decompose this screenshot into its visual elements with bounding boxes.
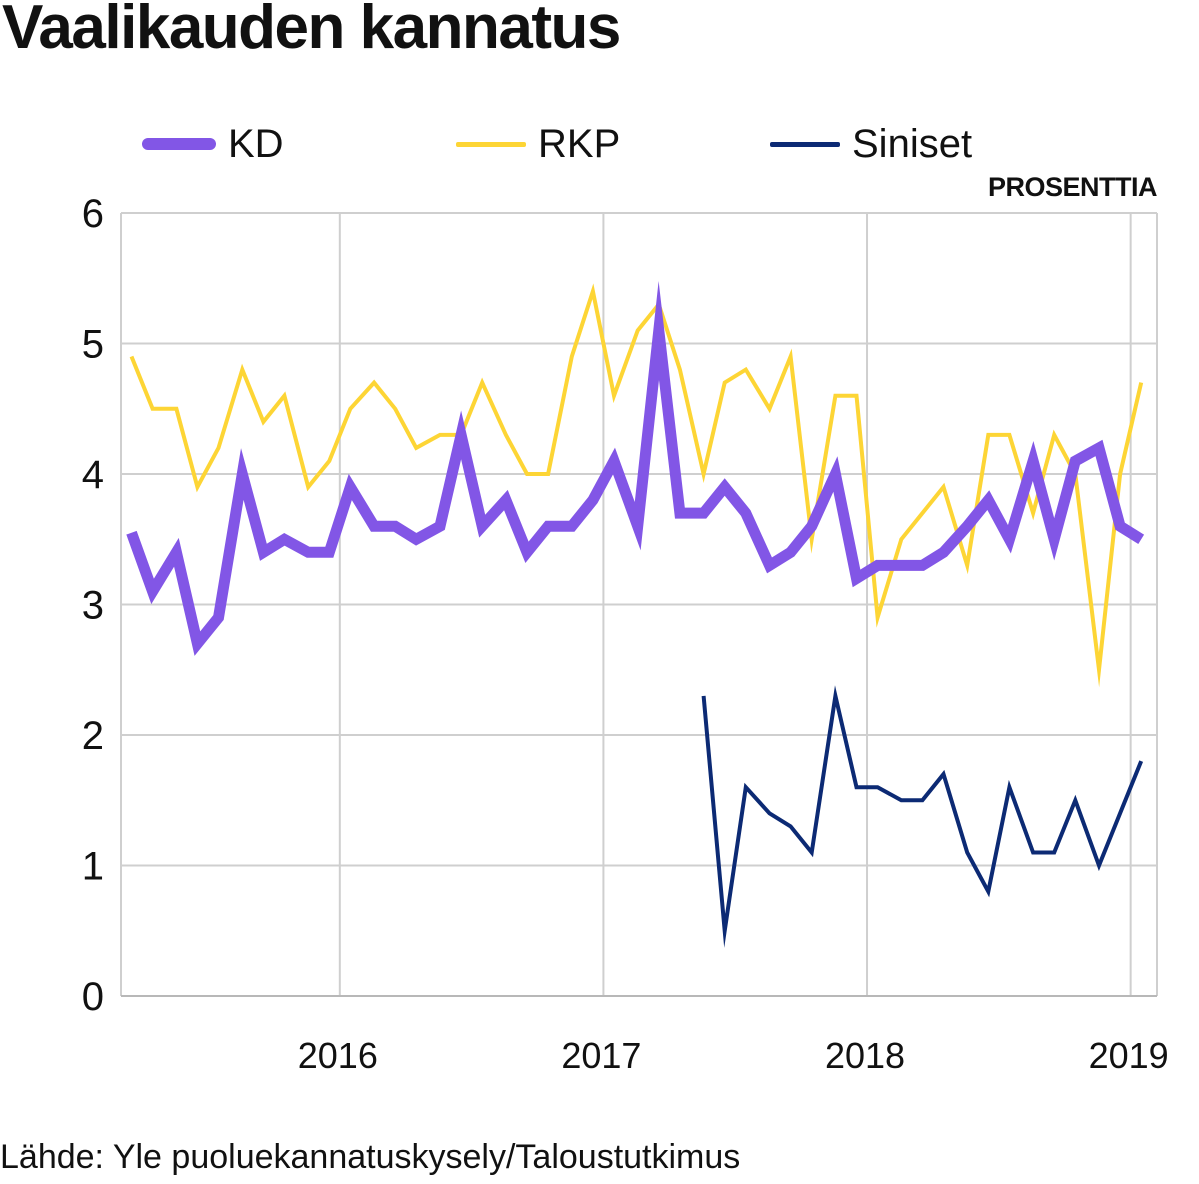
series-line-siniset xyxy=(701,685,1144,948)
x-tick-label-2016: 2016 xyxy=(298,1035,378,1076)
legend-label-siniset: Siniset xyxy=(852,121,973,166)
y-tick-label-1: 1 xyxy=(82,845,104,889)
legend-label-kd: KD xyxy=(228,121,284,166)
legend-item-kd: KD xyxy=(142,118,284,170)
series-line-kd xyxy=(126,280,1145,656)
legend-swatch-siniset xyxy=(770,141,840,147)
legend-label-rkp: RKP xyxy=(538,121,621,166)
y-tick-label-2: 2 xyxy=(82,714,104,758)
legend-item-rkp: RKP xyxy=(456,118,620,170)
source-note: Lähde: Yle puoluekannatuskysely/Taloustu… xyxy=(0,1138,741,1176)
chart-title: Vaalikauden kannatus xyxy=(2,0,621,62)
y-tick-label-5: 5 xyxy=(82,323,104,367)
y-tick-label-0: 0 xyxy=(82,975,104,1019)
legend-swatch-kd xyxy=(142,138,216,150)
y-tick-label-4: 4 xyxy=(82,453,104,497)
series-lines xyxy=(126,280,1145,948)
y-tick-label-6: 6 xyxy=(82,192,104,236)
legend-swatch-rkp xyxy=(456,141,526,147)
x-tick-label-2018: 2018 xyxy=(825,1035,905,1076)
unit-label: PROSENTTIA xyxy=(987,172,1158,202)
x-tick-label-2017: 2017 xyxy=(561,1035,641,1076)
y-tick-label-3: 3 xyxy=(82,584,104,628)
axes: 0 1 2 3 4 5 6 2016 2017 2018 2019 xyxy=(82,192,1169,1076)
series-line-rkp xyxy=(129,283,1144,688)
legend-item-siniset: Siniset xyxy=(770,118,972,170)
x-tick-label-2019: 2019 xyxy=(1089,1035,1169,1076)
